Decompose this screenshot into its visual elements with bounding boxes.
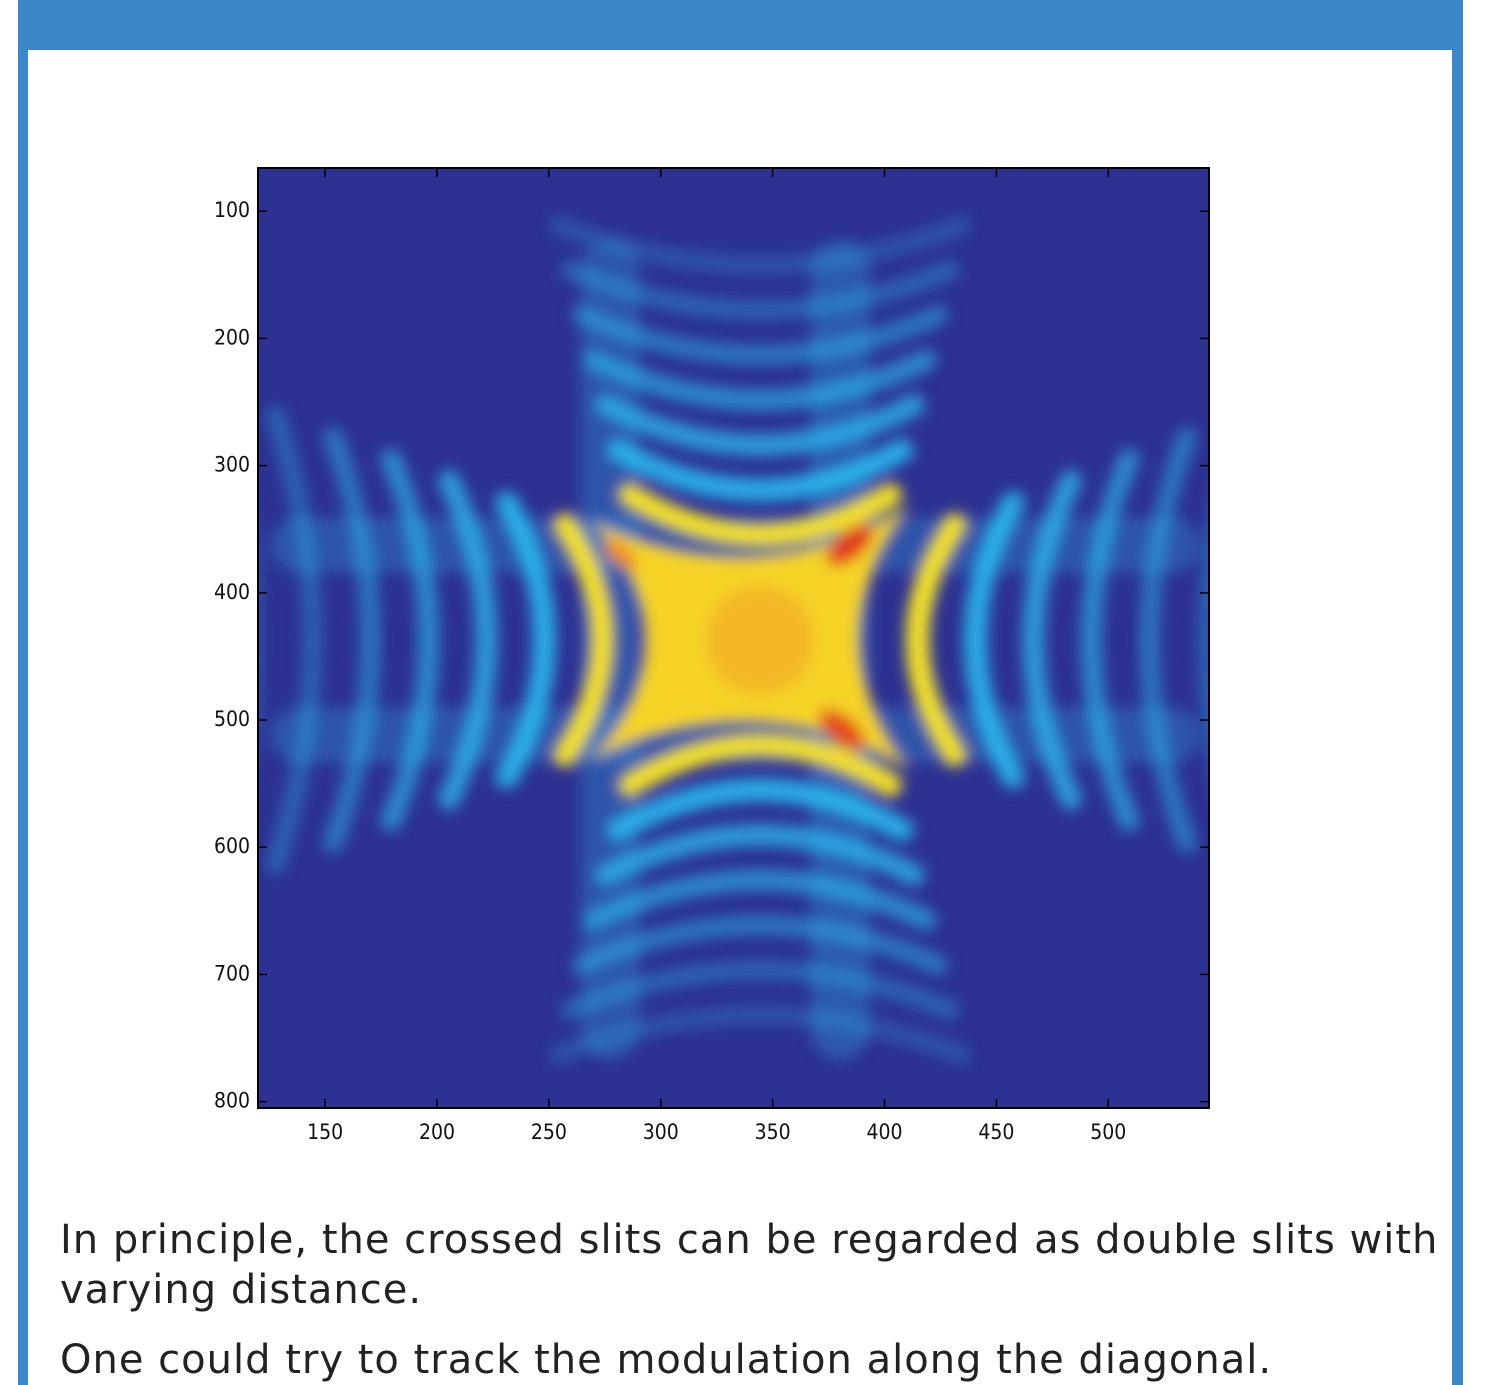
right-border bbox=[1452, 0, 1463, 1385]
x-tick-label: 400 bbox=[867, 1120, 903, 1144]
x-tick-label: 500 bbox=[1090, 1120, 1126, 1144]
x-tick-label: 150 bbox=[307, 1120, 343, 1144]
y-tick-label: 200 bbox=[214, 325, 250, 349]
x-tick-label: 300 bbox=[643, 1120, 679, 1144]
top-bar bbox=[18, 0, 1463, 50]
heatmap bbox=[217, 168, 1303, 1108]
x-tick-label: 250 bbox=[531, 1120, 567, 1144]
y-tick-label: 300 bbox=[214, 453, 250, 477]
paragraph: In principle, the crossed slits can be r… bbox=[60, 1215, 1440, 1315]
x-tick-label: 200 bbox=[419, 1120, 455, 1144]
y-tick-label: 800 bbox=[214, 1089, 250, 1113]
y-tick-label: 500 bbox=[214, 707, 250, 731]
left-border bbox=[18, 0, 28, 1385]
paragraph: One could try to track the modulation al… bbox=[60, 1335, 1440, 1385]
x-tick-label: 350 bbox=[755, 1120, 791, 1144]
y-tick-label: 700 bbox=[214, 961, 250, 985]
fringe bbox=[1266, 393, 1304, 887]
slide: 150 200 250 300 350 400 450 500 100 200 300 400 500 6… bbox=[0, 0, 1485, 1385]
y-tick-label: 400 bbox=[214, 580, 250, 604]
page: 150 200 250 300 350 400 450 500 100 200 300 400 500 6… bbox=[0, 0, 1485, 1385]
fringe bbox=[1208, 415, 1246, 865]
x-tick-label: 450 bbox=[978, 1120, 1014, 1144]
y-tick-label: 600 bbox=[214, 834, 250, 858]
center-core bbox=[705, 585, 815, 695]
y-tick-label: 100 bbox=[214, 198, 250, 222]
